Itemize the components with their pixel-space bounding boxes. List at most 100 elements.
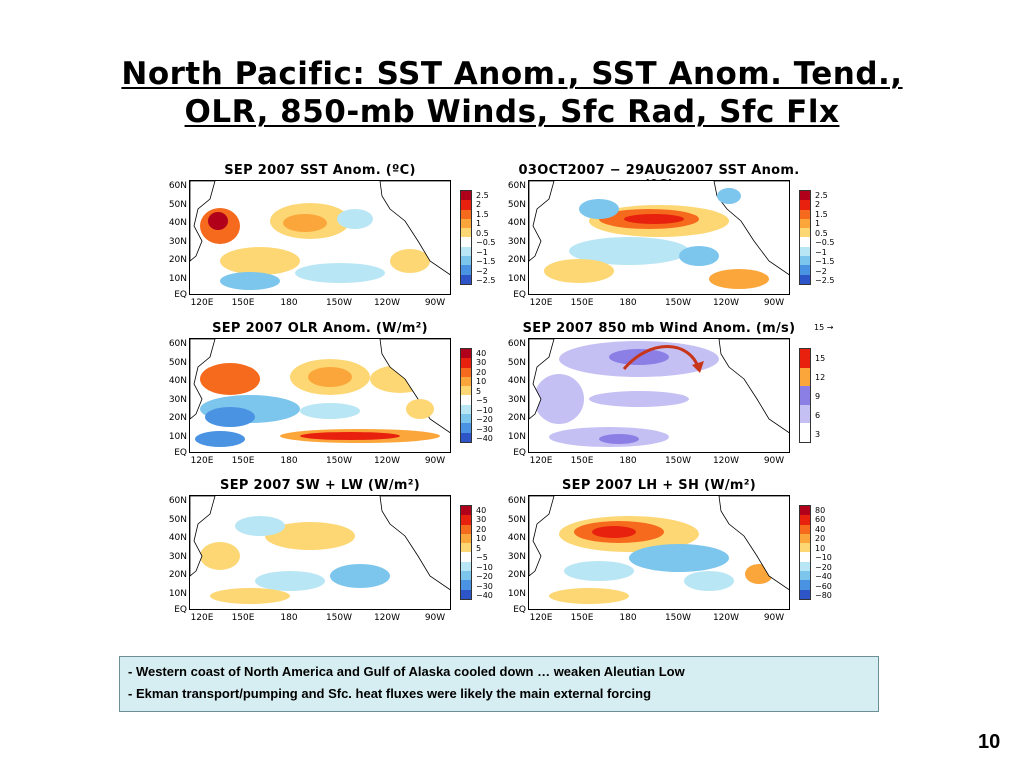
colorbar-segment: [800, 237, 810, 247]
colorbar-label: 1.5: [476, 209, 489, 219]
lon-label: 120E: [529, 613, 553, 623]
lat-label: 30N: [168, 395, 187, 405]
lat-label: 10N: [507, 432, 526, 442]
colorbar-label: 30: [476, 358, 487, 368]
lon-label: 150E: [570, 298, 594, 308]
lh-sh-map: [528, 495, 790, 610]
lon-label: 120E: [190, 613, 214, 623]
colorbar-label: −2: [476, 266, 488, 276]
vector-reference-value: 15: [814, 323, 825, 332]
panel-sst-anomaly: SEP 2007 SST Anom. (ºC) 60N 50N 40N 30N …: [165, 163, 496, 323]
colorbar-label: −0.5: [476, 238, 496, 248]
lat-label: 20N: [168, 255, 187, 265]
colorbar-segment: [800, 274, 810, 284]
lat-label: 50N: [168, 200, 187, 210]
lon-label: 180: [280, 298, 298, 308]
colorbar-label: −1: [476, 247, 488, 257]
colorbar-segment: [461, 358, 471, 368]
colorbar-label: −20: [815, 562, 832, 572]
lat-label: 40N: [507, 376, 526, 386]
lat-label: 10N: [168, 432, 187, 442]
colorbar-segment: [461, 432, 471, 442]
lon-label: 150W: [664, 613, 692, 623]
note-line: - Western coast of North America and Gul…: [128, 664, 685, 679]
colorbar-label: −1: [815, 247, 827, 257]
colorbar-label: 10: [476, 534, 487, 544]
lon-label: 90W: [424, 613, 446, 623]
sst-anomaly-map: [189, 180, 451, 295]
colorbar-label: −60: [815, 581, 832, 591]
colorbar-label: 6: [815, 410, 821, 420]
colorbar-segment: [461, 256, 471, 266]
lat-label: 60N: [507, 496, 526, 506]
colorbar-segment: [461, 237, 471, 247]
colorbar-segment: [800, 524, 810, 534]
colorbar-segment: [461, 515, 471, 525]
colorbar-segment: [800, 386, 810, 405]
colorbar-segment: [800, 404, 810, 424]
colorbar-label: −10: [815, 553, 832, 563]
lat-label: EQ: [513, 290, 526, 300]
lon-label: 150W: [325, 298, 353, 308]
panel-sst-tendency: 03OCT2007 − 29AUG2007 SST Anom. (ºC) 60N…: [504, 163, 835, 323]
colorbar-segment: [461, 533, 471, 544]
lon-label: 90W: [424, 456, 446, 466]
lat-label: EQ: [513, 605, 526, 615]
colorbar-segment: [800, 543, 810, 553]
colorbar-segment: [800, 218, 810, 229]
colorbar-segment: [461, 404, 471, 415]
slide-title-line-1: North Pacific: SST Anom., SST Anom. Tend…: [121, 56, 903, 92]
colorbar-segment: [461, 580, 471, 590]
colorbar-label: 0.5: [815, 228, 828, 238]
colorbar-label: 1: [815, 219, 821, 229]
colorbar-label: 40: [476, 348, 487, 358]
panel-title: SEP 2007 850 mb Wind Anom. (m/s): [522, 321, 796, 336]
lat-label: 50N: [507, 358, 526, 368]
lon-label: 150W: [325, 613, 353, 623]
colorbar-segment: [461, 395, 471, 405]
lat-label: 60N: [168, 496, 187, 506]
colorbar-label: 10: [815, 543, 826, 553]
notes-box: - Western coast of North America and Gul…: [119, 656, 879, 712]
colorbar-segment: [800, 423, 810, 442]
colorbar-segment: [461, 209, 471, 219]
lon-label: 120W: [712, 456, 740, 466]
colorbar-segment: [800, 209, 810, 219]
colorbar-segment: [461, 265, 471, 275]
colorbar-segment: [800, 367, 810, 387]
colorbar-label: −30: [476, 581, 493, 591]
lat-label: 40N: [168, 376, 187, 386]
colorbar-segment: [800, 349, 810, 368]
lon-label: 120E: [190, 456, 214, 466]
colorbar-label: 2: [476, 200, 482, 210]
lon-label: 120W: [712, 613, 740, 623]
lat-label: EQ: [174, 290, 187, 300]
colorbar-label: −20: [476, 572, 493, 582]
colorbar-segment: [461, 552, 471, 562]
lon-label: 90W: [763, 456, 785, 466]
lon-label: 120E: [529, 298, 553, 308]
vector-reference: 15 →: [814, 323, 833, 332]
slide-title: North Pacific: SST Anom., SST Anom. Tend…: [0, 55, 1024, 131]
lon-label: 90W: [424, 298, 446, 308]
colorbar-segment: [800, 533, 810, 544]
lat-label: 10N: [168, 274, 187, 284]
colorbar-segment: [461, 589, 471, 599]
lat-label: 60N: [507, 181, 526, 191]
colorbar-segment: [461, 274, 471, 284]
panel-title: SEP 2007 OLR Anom. (W/m²): [212, 321, 428, 336]
lon-label: 120E: [529, 456, 553, 466]
lat-label: 40N: [507, 218, 526, 228]
colorbar-segment: [800, 552, 810, 562]
lat-label: 30N: [507, 552, 526, 562]
colorbar-segment: [461, 367, 471, 377]
lon-label: 120W: [373, 298, 401, 308]
colorbar-segment: [800, 256, 810, 266]
lon-label: 90W: [763, 613, 785, 623]
lat-label: 50N: [507, 515, 526, 525]
colorbar-label: 30: [476, 515, 487, 525]
colorbar-label: 2.5: [476, 190, 489, 200]
colorbar-segment: [461, 386, 471, 396]
colorbar-label: 10: [476, 377, 487, 387]
panel-olr-anomaly: SEP 2007 OLR Anom. (W/m²) 60N 50N 40N 30…: [165, 321, 495, 481]
